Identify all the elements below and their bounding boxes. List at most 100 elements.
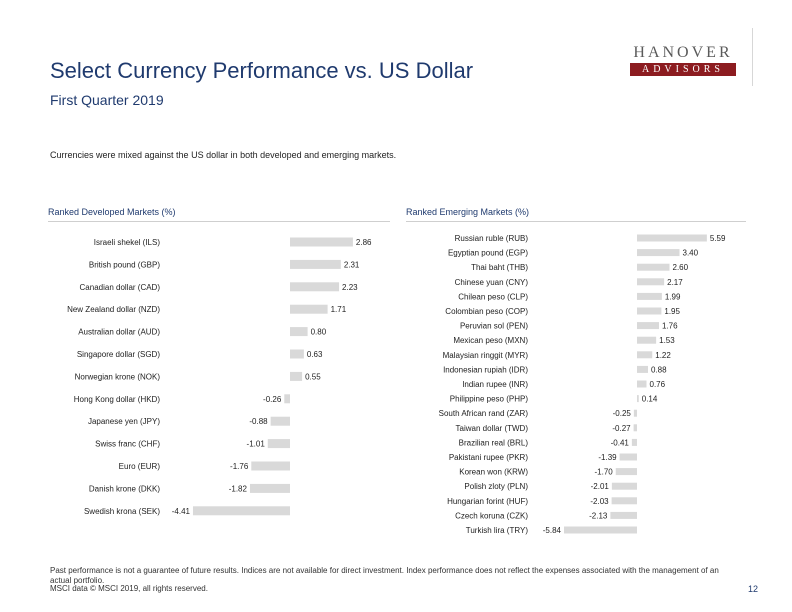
data-label: -0.88 xyxy=(249,417,268,426)
developed-chart-title: Ranked Developed Markets (%) xyxy=(48,207,176,217)
bar xyxy=(249,483,290,493)
category-label: Indonesian rupiah (IDR) xyxy=(443,365,528,374)
category-label: Israeli shekel (ILS) xyxy=(94,238,161,247)
bar xyxy=(611,482,637,490)
category-label: New Zealand dollar (NZD) xyxy=(67,305,160,314)
bar xyxy=(564,526,637,534)
bar xyxy=(290,237,353,247)
data-label: 3.40 xyxy=(683,249,699,258)
data-label: -1.39 xyxy=(598,453,617,462)
bar xyxy=(637,395,639,403)
bar xyxy=(619,453,637,461)
category-label: Peruvian sol (PEN) xyxy=(460,322,528,331)
data-label: 2.23 xyxy=(342,283,358,292)
category-label: Philippine peso (PHP) xyxy=(450,395,529,404)
bar xyxy=(290,304,328,314)
data-label: 1.22 xyxy=(655,351,671,360)
bar xyxy=(611,497,637,505)
developed-title-rule xyxy=(48,221,390,222)
category-label: Chilean peso (CLP) xyxy=(458,292,528,301)
data-label: -0.41 xyxy=(611,438,630,447)
bar xyxy=(610,511,637,519)
bar xyxy=(290,349,304,359)
category-label: Swedish krona (SEK) xyxy=(84,507,160,516)
category-label: Thai baht (THB) xyxy=(471,263,528,272)
intro-text: Currencies were mixed against the US dol… xyxy=(50,150,397,160)
bar xyxy=(290,371,303,381)
data-label: -0.27 xyxy=(612,424,631,433)
disclaimer-text: Past performance is not a guarantee of f… xyxy=(50,566,719,585)
category-label: Pakistani rupee (PKR) xyxy=(449,453,528,462)
logo-top-text: HANOVER xyxy=(633,44,733,61)
bar xyxy=(637,234,707,242)
category-label: Brazilian real (BRL) xyxy=(459,438,529,447)
category-label: Singapore dollar (SGD) xyxy=(77,350,160,359)
bar xyxy=(615,468,637,476)
data-label: 0.76 xyxy=(650,380,666,389)
data-label: 0.14 xyxy=(642,395,658,404)
bar xyxy=(633,409,637,417)
category-label: Australian dollar (AUD) xyxy=(78,328,160,337)
logo-bottom-text: ADVISORS xyxy=(630,63,736,76)
category-label: Canadian dollar (CAD) xyxy=(80,283,161,292)
emerging-title-rule xyxy=(406,221,746,222)
category-label: Russian ruble (RUB) xyxy=(455,234,529,243)
data-label: -0.25 xyxy=(613,409,632,418)
bar xyxy=(637,292,662,300)
page-subtitle: First Quarter 2019 xyxy=(50,92,164,108)
data-label: -1.70 xyxy=(595,468,614,477)
bar xyxy=(637,278,665,286)
category-label: Norwegian krone (NOK) xyxy=(75,372,161,381)
category-label: Hong Kong dollar (HKD) xyxy=(74,395,161,404)
bar xyxy=(251,461,290,471)
category-label: Polish zloty (PLN) xyxy=(464,482,528,491)
category-label: Malaysian ringgit (MYR) xyxy=(443,351,529,360)
category-label: Mexican peso (MXN) xyxy=(453,336,528,345)
category-label: Czech koruna (CZK) xyxy=(455,511,528,520)
bar xyxy=(637,336,657,344)
bar xyxy=(192,506,290,516)
data-label: -1.82 xyxy=(229,484,248,493)
logo-divider xyxy=(752,28,753,86)
data-label: 0.55 xyxy=(305,372,321,381)
data-label: 1.71 xyxy=(331,305,347,314)
data-label: -0.26 xyxy=(263,395,282,404)
category-label: Chinese yuan (CNY) xyxy=(455,278,529,287)
bar xyxy=(637,351,653,359)
data-label: 0.80 xyxy=(311,328,327,337)
copyright-text: MSCI data © MSCI 2019, all rights reserv… xyxy=(50,584,208,593)
bar xyxy=(631,438,637,446)
data-label: -5.84 xyxy=(543,526,562,535)
category-label: Colombian peso (COP) xyxy=(445,307,528,316)
bar xyxy=(267,439,290,449)
data-label: -2.13 xyxy=(589,511,608,520)
data-label: -1.76 xyxy=(230,462,249,471)
data-label: -4.41 xyxy=(172,507,191,516)
category-label: Egyptian pound (EGP) xyxy=(448,249,528,258)
data-label: 2.17 xyxy=(667,278,683,287)
bar xyxy=(270,416,290,426)
bar xyxy=(637,249,680,257)
bar xyxy=(637,380,647,388)
bar xyxy=(633,424,637,432)
category-label: Taiwan dollar (TWD) xyxy=(456,424,529,433)
bar xyxy=(637,263,670,271)
category-label: South African rand (ZAR) xyxy=(439,409,529,418)
category-label: British pound (GBP) xyxy=(89,260,160,269)
data-label: 1.76 xyxy=(662,322,678,331)
hanover-logo: HANOVER ADVISORS xyxy=(630,44,736,76)
data-label: 2.60 xyxy=(673,263,689,272)
bar xyxy=(290,282,340,292)
data-label: 2.31 xyxy=(344,260,360,269)
data-label: -1.01 xyxy=(247,440,266,449)
category-label: Indian rupee (INR) xyxy=(462,380,528,389)
category-label: Hungarian forint (HUF) xyxy=(447,497,528,506)
bar xyxy=(284,394,290,404)
data-label: 0.63 xyxy=(307,350,323,359)
data-label: -2.01 xyxy=(591,482,610,491)
bar xyxy=(637,307,662,315)
category-label: Turkish lira (TRY) xyxy=(466,526,529,535)
data-label: 1.95 xyxy=(664,307,680,316)
data-label: 2.86 xyxy=(356,238,372,247)
